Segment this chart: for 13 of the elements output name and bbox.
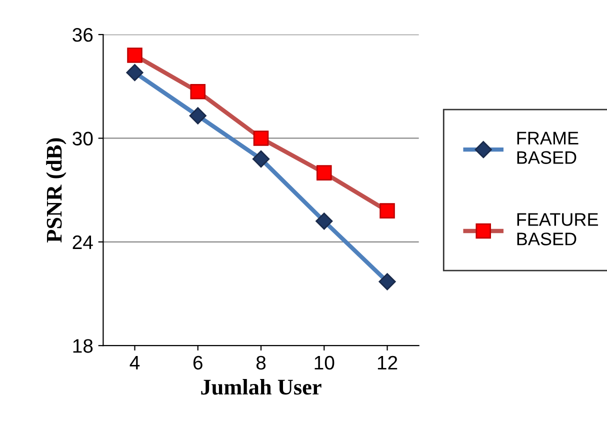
x-tick-label: 8 [256, 356, 266, 370]
x-tick-label: 6 [193, 356, 202, 370]
x-tick-label: 4 [130, 356, 140, 370]
y-tick-label: 24 [72, 235, 93, 249]
y-tick-label: 30 [72, 132, 93, 146]
y-tick-label: 36 [72, 28, 93, 42]
x-axis-title: Jumlah User [201, 379, 322, 395]
legend-label: FRAME BASED [517, 132, 578, 164]
x-tick-label: 12 [378, 356, 398, 370]
y-axis-title: PSNR (dB) [46, 138, 66, 242]
x-tick-label: 10 [314, 356, 334, 370]
legend-label: FEATURE BASED [517, 213, 598, 246]
y-tick-label: 18 [73, 339, 93, 353]
